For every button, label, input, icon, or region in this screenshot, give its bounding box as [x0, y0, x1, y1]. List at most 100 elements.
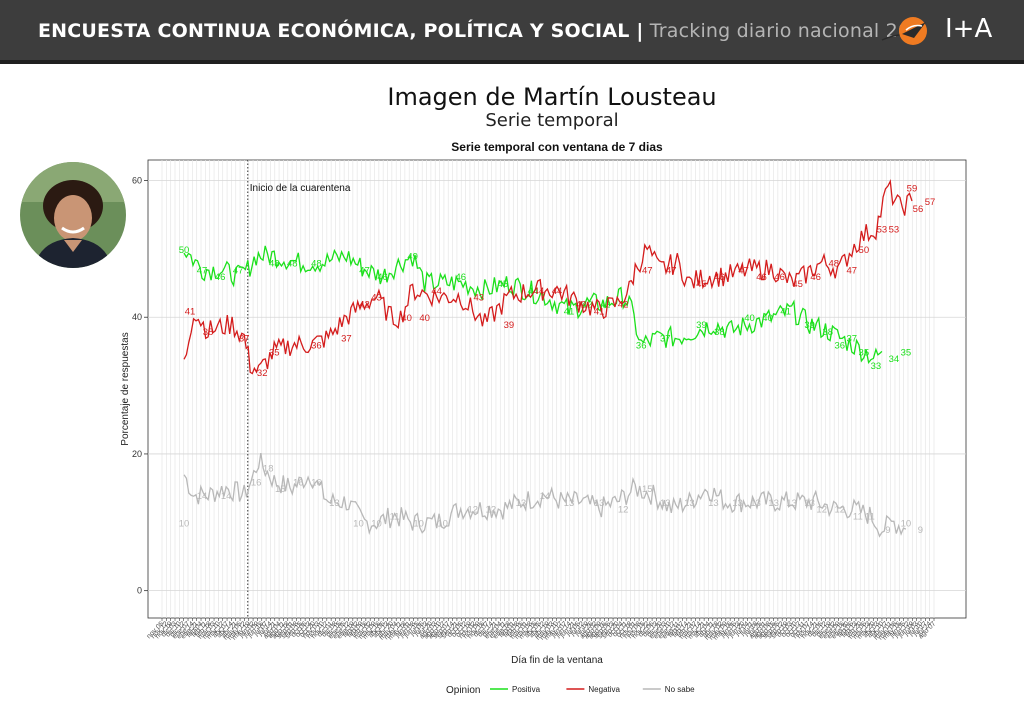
series-line-positiva — [183, 245, 883, 364]
data-label-negativa: 38 — [203, 327, 214, 338]
data-label-negativa: 48 — [828, 259, 839, 270]
data-label-nosabe: 13 — [660, 498, 671, 509]
data-label-nosabe: 10 — [901, 518, 912, 529]
data-label-nosabe: 14 — [197, 491, 208, 502]
data-label-nosabe: 12 — [618, 505, 629, 516]
data-label-positiva: 36 — [636, 341, 647, 352]
data-label-negativa: 32 — [257, 368, 268, 379]
data-label-positiva: 37 — [847, 334, 858, 345]
data-label-negativa: 46 — [756, 272, 767, 283]
data-label-negativa: 59 — [907, 183, 918, 194]
quarantine-annotation: Inicio de la cuarentena — [250, 183, 351, 194]
brand-logo-text: I+A — [945, 14, 993, 44]
data-label-negativa: 44 — [552, 286, 563, 297]
data-label-negativa: 47 — [666, 265, 677, 276]
y-tick-label: 20 — [132, 449, 142, 459]
data-label-nosabe: 13 — [564, 498, 575, 509]
data-label-nosabe: 12 — [816, 505, 827, 516]
data-label-positiva: 37 — [660, 334, 671, 345]
data-label-positiva: 39 — [804, 320, 815, 331]
data-label-negativa: 57 — [925, 197, 936, 208]
data-label-positiva: 38 — [714, 327, 725, 338]
data-label-nosabe: 10 — [413, 518, 424, 529]
data-label-negativa: 46 — [714, 272, 725, 283]
data-label-positiva: 47 — [197, 265, 208, 276]
data-label-negativa: 43 — [474, 293, 485, 304]
data-label-nosabe: 18 — [263, 464, 274, 475]
data-label-nosabe: 9 — [885, 525, 890, 536]
data-label-negativa: 56 — [913, 204, 924, 215]
data-label-positiva: 39 — [696, 320, 707, 331]
header-title-sub: Tracking diario nacional 202 — [649, 20, 923, 42]
data-label-positiva: 34 — [889, 354, 900, 365]
data-label-nosabe: 11 — [853, 511, 863, 522]
data-label-positiva: 40 — [762, 313, 773, 324]
data-label-negativa: 42 — [618, 300, 629, 311]
data-label-negativa: 40 — [419, 313, 430, 324]
data-label-positiva: 50 — [179, 245, 190, 256]
data-label-negativa: 44 — [431, 286, 442, 297]
legend-title: Opinion — [446, 685, 480, 696]
data-label-negativa: 53 — [877, 224, 888, 235]
data-label-positiva: 36 — [834, 341, 845, 352]
data-label-nosabe: 14 — [221, 491, 232, 502]
legend-label-negativa: Negativa — [588, 685, 620, 694]
data-label-nosabe: 10 — [437, 518, 448, 529]
data-label-positiva: 33 — [871, 361, 882, 372]
y-tick-label: 0 — [137, 586, 142, 596]
data-label-positiva: 35 — [859, 347, 870, 358]
data-label-negativa: 41 — [185, 306, 196, 317]
data-label-nosabe: 13 — [750, 498, 761, 509]
data-label-positiva: 49 — [407, 252, 418, 263]
data-label-nosabe: 14 — [540, 491, 551, 502]
data-label-nosabe: 13 — [804, 498, 815, 509]
legend-label-nosabe: No sabe — [665, 685, 695, 694]
data-label-nosabe: 16 — [293, 477, 304, 488]
data-label-positiva: 45 — [498, 279, 509, 290]
data-label-negativa: 42 — [576, 300, 587, 311]
data-label-negativa: 45 — [696, 279, 707, 290]
data-label-negativa: 45 — [792, 279, 803, 290]
data-label-nosabe: 11 — [865, 511, 875, 522]
data-label-nosabe: 13 — [732, 498, 743, 509]
page-title: Imagen de Martín Lousteau — [387, 83, 717, 111]
legend-label-positiva: Positiva — [512, 685, 541, 694]
data-label-positiva: 41 — [780, 306, 791, 317]
data-label-positiva: 41 — [564, 306, 575, 317]
header-title-main: ENCUESTA CONTINUA ECONÓMICA, POLÍTICA Y … — [38, 20, 644, 42]
data-label-negativa: 43 — [371, 293, 382, 304]
brand-logo-icon — [881, 17, 927, 45]
candidate-photo-icon — [20, 162, 126, 268]
data-label-nosabe: 10 — [353, 518, 364, 529]
data-label-negativa: 37 — [239, 334, 250, 345]
data-label-positiva: 44 — [528, 286, 539, 297]
data-label-positiva: 42 — [600, 300, 611, 311]
header-title: ENCUESTA CONTINUA ECONÓMICA, POLÍTICA Y … — [38, 20, 923, 42]
data-label-positiva: 38 — [822, 327, 833, 338]
data-label-positiva: 47 — [233, 265, 244, 276]
data-label-nosabe: 16 — [311, 477, 322, 488]
series-line-nosabe — [183, 452, 907, 538]
data-label-nosabe: 12 — [834, 505, 845, 516]
data-label-nosabe: 16 — [251, 477, 262, 488]
y-axis-label: Porcentaje de respuestas — [120, 332, 131, 445]
y-tick-label: 60 — [132, 176, 142, 186]
data-label-positiva: 46 — [377, 272, 388, 283]
data-label-negativa: 53 — [889, 224, 900, 235]
data-label-negativa: 39 — [504, 320, 515, 331]
series-line-negativa — [183, 179, 913, 375]
top-header-bar: ENCUESTA CONTINUA ECONÓMICA, POLÍTICA Y … — [0, 0, 1024, 64]
data-label-positiva: 35 — [901, 347, 912, 358]
data-label-nosabe: 10 — [179, 518, 190, 529]
data-label-positiva: 46 — [215, 272, 226, 283]
data-label-positiva: 46 — [455, 272, 466, 283]
data-label-negativa: 37 — [341, 334, 352, 345]
data-label-nosabe: 13 — [516, 498, 527, 509]
data-label-nosabe: 11 — [390, 511, 400, 522]
data-label-negativa: 47 — [847, 265, 858, 276]
data-label-nosabe: 13 — [708, 498, 719, 509]
data-label-nosabe: 15 — [275, 484, 286, 495]
